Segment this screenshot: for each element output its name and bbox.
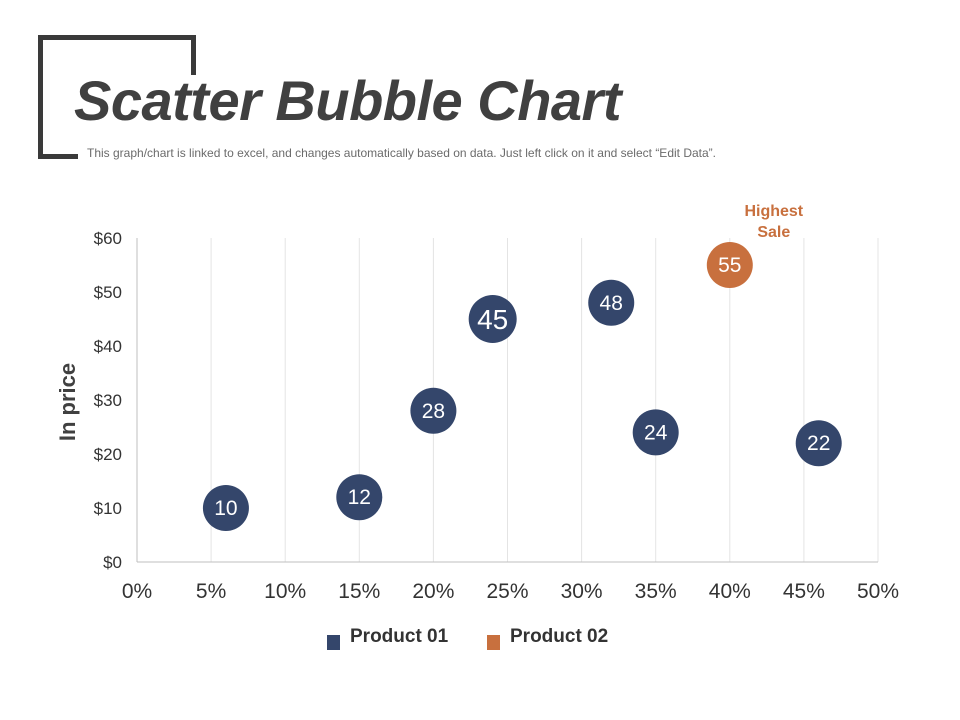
bubble-product-01[interactable] [795, 420, 842, 467]
annotation-highest-sale: Highest [744, 203, 803, 220]
x-tick-label: 50% [857, 580, 899, 603]
x-tick-label: 10% [264, 580, 306, 603]
x-tick-label: 5% [196, 580, 226, 603]
bubble-product-01[interactable] [202, 485, 249, 531]
x-tick-label: 30% [561, 580, 603, 603]
y-tick-label: $40 [94, 337, 122, 356]
x-tick-label: 15% [338, 580, 380, 603]
legend-swatch-product-01 [327, 635, 340, 650]
bubble-value-label: 55 [718, 254, 741, 277]
x-tick-label: 25% [486, 580, 528, 603]
x-tick-label: 0% [122, 580, 152, 603]
y-tick-label: $10 [94, 499, 122, 518]
bubble-value-label: 12 [348, 486, 371, 509]
bubble-value-label: 24 [644, 421, 668, 444]
annotation-highest-sale: Sale [757, 224, 790, 241]
bubble-product-01[interactable] [336, 474, 383, 521]
frame-left-bar [38, 35, 43, 159]
frame-bottom-bar [38, 154, 78, 159]
page-title: Scatter Bubble Chart [74, 69, 622, 132]
bubble-value-label: 28 [422, 400, 445, 423]
bubble-value-label: 10 [214, 497, 237, 520]
frame-top-bar [38, 35, 196, 40]
bubble-product-01[interactable] [468, 295, 517, 343]
y-tick-label: $60 [94, 229, 122, 248]
bubble-product-02[interactable] [706, 242, 753, 288]
bubble-product-01[interactable] [588, 279, 635, 326]
y-axis-title: In price [55, 363, 80, 441]
frame-right-bar [191, 35, 196, 75]
page-subtitle: This graph/chart is linked to excel, and… [87, 146, 716, 160]
y-tick-label: $50 [94, 283, 122, 302]
x-tick-label: 45% [783, 580, 825, 603]
title-frame-corner [38, 35, 196, 159]
bubble-value-label: 22 [807, 432, 830, 455]
legend-label-product-02: Product 02 [510, 626, 609, 647]
legend-swatch-product-02 [487, 635, 500, 650]
bubble-product-01[interactable] [410, 387, 457, 434]
legend-label-product-01: Product 01 [350, 626, 449, 647]
y-tick-label: $0 [103, 553, 122, 572]
bubble-value-label: 48 [600, 292, 623, 315]
x-tick-label: 35% [635, 580, 677, 603]
bubble-product-01[interactable] [632, 409, 679, 456]
y-tick-label: $20 [94, 445, 122, 464]
y-tick-label: $30 [94, 391, 122, 410]
chart-legend: Product 01 Product 02 [0, 626, 960, 656]
x-tick-label: 20% [412, 580, 454, 603]
bubble-value-label: 45 [477, 304, 508, 335]
x-tick-label: 40% [709, 580, 751, 603]
